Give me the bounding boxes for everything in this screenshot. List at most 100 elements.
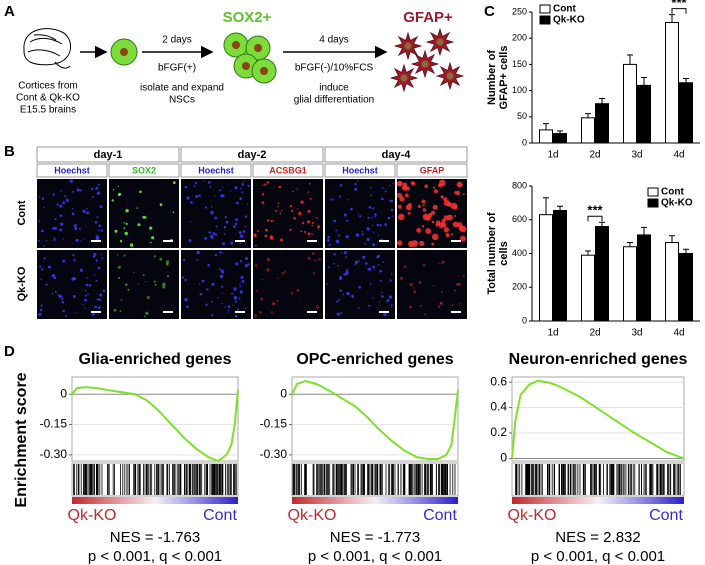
y-tick-label: 400 <box>512 248 527 258</box>
cell-signal <box>86 207 88 210</box>
cell-signal <box>124 283 128 287</box>
cell-signal <box>396 192 403 198</box>
day-header: day-1 <box>94 149 123 161</box>
cell-signal <box>95 279 98 282</box>
cell-signal <box>196 250 200 255</box>
cell-signal <box>73 224 77 227</box>
cell-signal <box>221 302 223 305</box>
cell-signal <box>443 227 449 233</box>
cell-signal <box>303 230 306 234</box>
cell-signal <box>300 200 304 204</box>
cell-signal <box>314 259 317 262</box>
legend-swatch <box>539 15 551 25</box>
cell-signal <box>289 205 293 208</box>
cell-signal <box>357 307 360 309</box>
cell-signal <box>391 273 393 275</box>
cell-signal <box>75 311 77 313</box>
legend-swatch <box>647 198 659 208</box>
cell-signal <box>217 297 220 299</box>
cell-signal <box>85 225 87 228</box>
label: Cont & Qk-KO <box>16 93 80 104</box>
cell-signal <box>99 205 103 209</box>
cell-signal <box>354 182 357 186</box>
cell-signal <box>329 199 332 201</box>
glial-cells <box>389 27 465 93</box>
cell-signal <box>84 294 87 297</box>
label: isolate and expand <box>140 83 224 94</box>
cell-signal <box>298 211 302 215</box>
cell-signal <box>239 290 243 294</box>
cell-signal <box>125 209 129 213</box>
cell-signal <box>113 308 117 312</box>
panel-label: D <box>4 343 15 360</box>
cell-signal <box>369 283 372 285</box>
cell-signal <box>417 204 421 208</box>
cell-signal <box>123 254 126 257</box>
y-axis-label: cells <box>498 241 510 265</box>
cell-signal <box>247 263 250 266</box>
significance: *** <box>671 0 687 10</box>
bar <box>665 242 679 322</box>
cell-signal <box>301 221 305 225</box>
cell-signal <box>101 253 103 256</box>
cell-signal <box>51 227 55 230</box>
cell-signal <box>95 186 99 190</box>
cell-signal <box>239 260 243 263</box>
cell-signal <box>222 194 225 197</box>
cell-signal <box>397 240 403 246</box>
cell-signal <box>327 238 330 242</box>
stage-label: SOX2+ <box>223 9 272 26</box>
cell-signal <box>345 270 349 275</box>
cell-signal <box>84 307 87 309</box>
plot-frame <box>71 376 239 462</box>
cell-signal <box>422 204 425 207</box>
cell-signal <box>40 304 43 307</box>
cell-signal <box>228 311 230 313</box>
cell-signal <box>262 184 264 186</box>
bar <box>553 133 567 144</box>
cell-signal <box>84 289 87 292</box>
cell-signal <box>234 222 238 226</box>
cell-signal <box>307 209 311 213</box>
cell-signal <box>255 244 257 247</box>
cell-signal <box>441 290 443 293</box>
cell-signal <box>117 193 121 196</box>
cell-signal <box>343 273 346 276</box>
bar <box>623 63 637 144</box>
nes-label: NES = -1.763 <box>110 529 200 546</box>
cell-signal <box>221 292 223 294</box>
cell-signal <box>261 279 264 281</box>
cell-signal <box>346 219 349 222</box>
cell-signal <box>133 271 135 274</box>
y-tick-label: 0 <box>522 137 527 147</box>
cell-signal <box>369 186 372 189</box>
x-tick-label: 1d <box>547 328 558 339</box>
cell-signal <box>221 285 224 288</box>
significance-bracket <box>671 8 687 14</box>
cell-signal <box>411 181 416 186</box>
cell-signal <box>172 211 175 214</box>
cell-signal <box>440 195 444 199</box>
cell-signal <box>381 197 384 201</box>
cell-signal <box>279 212 282 215</box>
cell-signal <box>459 183 463 187</box>
pq-label: p < 0.001, q < 0.001 <box>531 548 665 565</box>
cell-signal <box>419 240 425 247</box>
cell-signal <box>241 280 245 283</box>
cell-signal <box>123 227 126 229</box>
cell-signal <box>345 235 349 239</box>
rank-label: Cont <box>423 507 457 524</box>
cell-signal <box>296 289 300 293</box>
cell-signal <box>84 298 88 302</box>
cell-signal <box>211 282 215 286</box>
cell-signal <box>87 293 89 296</box>
cell-signal <box>270 236 274 240</box>
cell-signal <box>384 190 387 193</box>
cell-signal <box>119 240 123 243</box>
cell-signal <box>97 266 101 270</box>
cell-signal <box>100 229 104 232</box>
cell-signal <box>235 314 238 318</box>
cell-signal <box>97 298 99 301</box>
cell-signal <box>53 237 56 240</box>
cell-signal <box>258 310 262 314</box>
